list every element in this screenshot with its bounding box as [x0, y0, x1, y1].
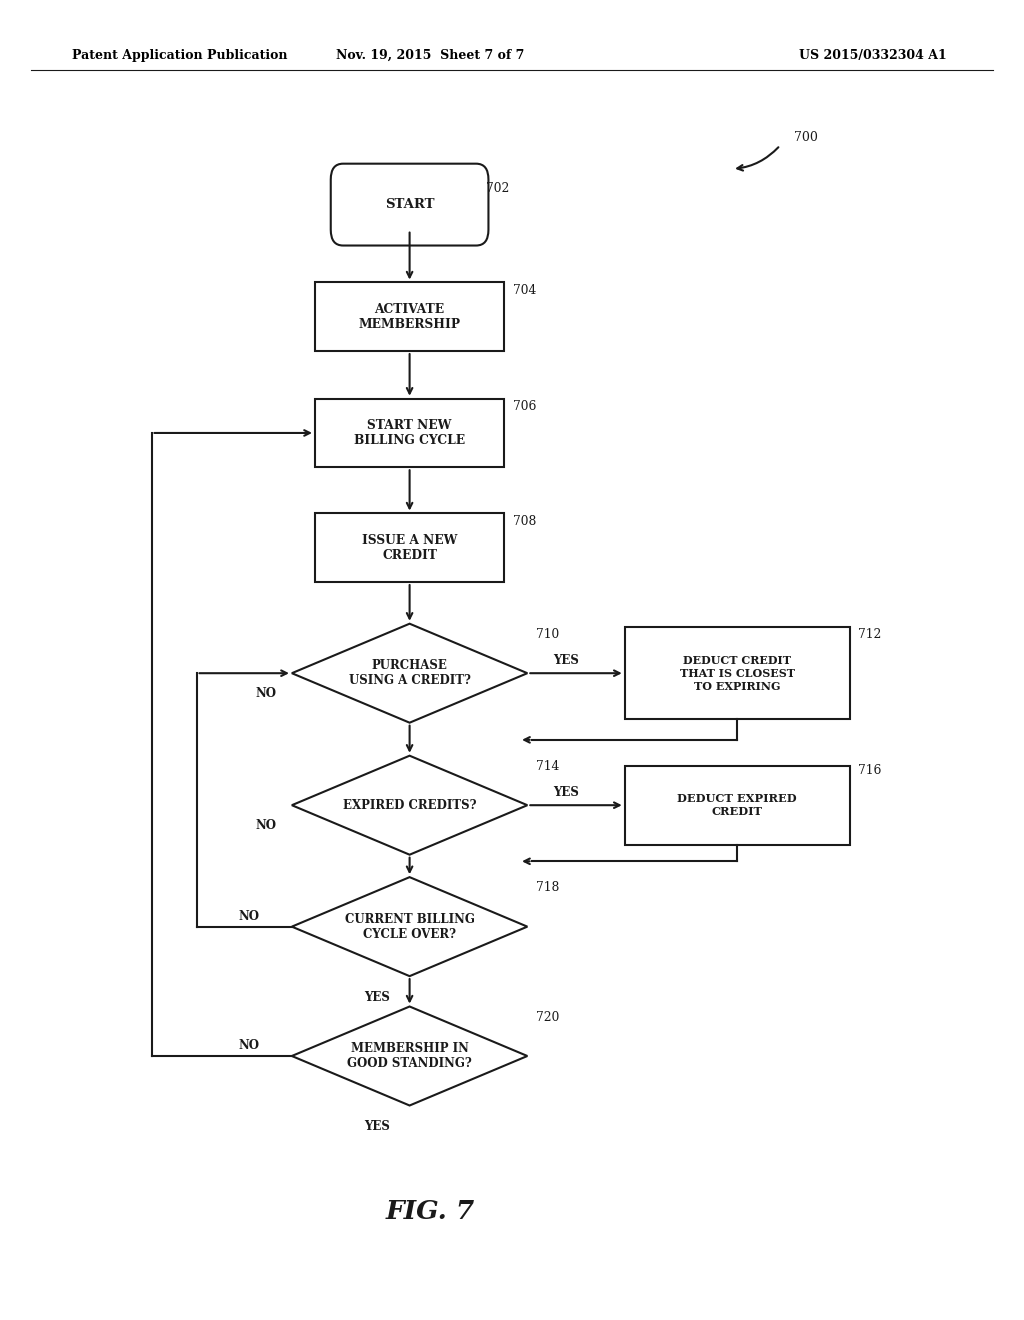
Polygon shape — [292, 878, 527, 977]
Text: MEMBERSHIP IN
GOOD STANDING?: MEMBERSHIP IN GOOD STANDING? — [347, 1041, 472, 1071]
Text: PURCHASE
USING A CREDIT?: PURCHASE USING A CREDIT? — [348, 659, 471, 688]
Bar — [625, 627, 850, 719]
Text: US 2015/0332304 A1: US 2015/0332304 A1 — [799, 49, 946, 62]
Text: 708: 708 — [513, 515, 536, 528]
Text: Patent Application Publication: Patent Application Publication — [72, 49, 287, 62]
Text: 710: 710 — [536, 628, 559, 640]
Text: ACTIVATE
MEMBERSHIP: ACTIVATE MEMBERSHIP — [358, 302, 461, 331]
Text: 720: 720 — [536, 1011, 559, 1023]
Text: ISSUE A NEW
CREDIT: ISSUE A NEW CREDIT — [361, 533, 458, 562]
Text: YES: YES — [364, 1121, 390, 1133]
Text: DEDUCT CREDIT
THAT IS CLOSEST
TO EXPIRING: DEDUCT CREDIT THAT IS CLOSEST TO EXPIRIN… — [680, 655, 795, 692]
Bar — [315, 399, 504, 467]
Text: 712: 712 — [858, 628, 882, 642]
Text: 704: 704 — [513, 284, 536, 297]
Text: NO: NO — [256, 688, 276, 700]
Text: START: START — [385, 198, 434, 211]
Text: 716: 716 — [858, 764, 882, 777]
Polygon shape — [292, 624, 527, 722]
Text: NO: NO — [256, 820, 276, 832]
Bar — [315, 513, 504, 582]
Text: YES: YES — [364, 991, 390, 1003]
Text: NO: NO — [239, 1039, 259, 1052]
Text: START NEW
BILLING CYCLE: START NEW BILLING CYCLE — [354, 418, 465, 447]
Text: 718: 718 — [536, 882, 559, 894]
Text: FIG. 7: FIG. 7 — [385, 1200, 475, 1224]
Text: 702: 702 — [486, 182, 510, 195]
Text: YES: YES — [553, 653, 580, 667]
Polygon shape — [292, 755, 527, 855]
Text: 700: 700 — [794, 131, 817, 144]
Bar — [315, 282, 504, 351]
Polygon shape — [292, 1006, 527, 1106]
Text: EXPIRED CREDITS?: EXPIRED CREDITS? — [343, 799, 476, 812]
Text: YES: YES — [553, 785, 580, 799]
Bar — [625, 766, 850, 845]
FancyBboxPatch shape — [331, 164, 488, 246]
Text: 714: 714 — [536, 760, 559, 772]
Text: Nov. 19, 2015  Sheet 7 of 7: Nov. 19, 2015 Sheet 7 of 7 — [336, 49, 524, 62]
Text: NO: NO — [239, 909, 259, 923]
Text: DEDUCT EXPIRED
CREDIT: DEDUCT EXPIRED CREDIT — [678, 793, 797, 817]
Text: 706: 706 — [513, 400, 536, 413]
Text: CURRENT BILLING
CYCLE OVER?: CURRENT BILLING CYCLE OVER? — [345, 912, 474, 941]
